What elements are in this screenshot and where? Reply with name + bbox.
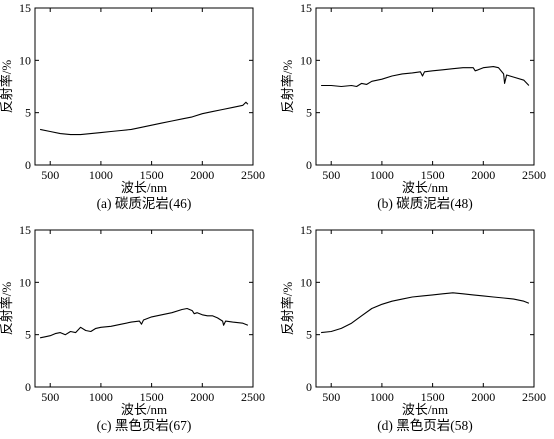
plot-frame: [34, 7, 254, 166]
y-axis-label: 反射率/%: [0, 282, 14, 336]
x-tick-label: 2000: [471, 168, 495, 182]
y-tick-label: 10: [19, 53, 31, 67]
y-tick-label: 0: [306, 158, 312, 172]
y-axis-label: 反射率/%: [0, 60, 14, 114]
plot-frame: [34, 229, 254, 388]
x-axis-label: 波长/nm: [402, 180, 448, 195]
y-tick-label: 5: [25, 106, 31, 120]
chart-panel-2: 500 1000 1500 2000 2500 0 5 10 15 波长/nm 反射率/% (c) 黑…: [0, 223, 265, 433]
y-tick-label: 5: [306, 106, 312, 120]
x-tick-label: 1000: [89, 390, 113, 404]
y-tick-label: 15: [19, 1, 31, 15]
y-tick-label: 0: [25, 158, 31, 172]
x-tick-label: 1500: [421, 168, 445, 182]
x-tick-label: 500: [322, 390, 340, 404]
x-tick-label: 500: [41, 390, 59, 404]
reflectance-series-line: [321, 292, 530, 334]
reflectance-series-line: [39, 101, 249, 136]
reflectance-series-line: [321, 66, 530, 88]
plot-frame: [315, 229, 535, 388]
x-tick-label: 2500: [241, 390, 265, 404]
x-tick-label: 1000: [370, 390, 394, 404]
x-tick-label: 1500: [140, 168, 164, 182]
y-tick-label: 10: [19, 275, 31, 289]
x-tick-label: 1000: [89, 168, 113, 182]
y-tick-label: 15: [300, 223, 312, 237]
x-tick-label: 2500: [241, 168, 265, 182]
chart-caption: (a) 碳质泥岩(46): [97, 196, 192, 211]
x-tick-label: 2500: [522, 168, 546, 182]
chart-panel-3: 500 1000 1500 2000 2500 0 5 10 15 波长/nm 反射率/% (d) 黑…: [280, 223, 546, 433]
x-tick-label: 1500: [421, 390, 445, 404]
plot-frame: [315, 7, 535, 166]
x-tick-label: 500: [322, 168, 340, 182]
chart-panel-1: 500 1000 1500 2000 2500 0 5 10 15 波长/nm 反射率/% (b) 碳…: [280, 1, 546, 211]
x-tick-label: 2000: [190, 168, 214, 182]
y-axis-label: 反射率/%: [280, 282, 295, 336]
x-tick-label: 500: [41, 168, 59, 182]
reflectance-series-line: [39, 307, 249, 339]
chart-panel-0: 500 1000 1500 2000 2500 0 5 10 15 波长/nm 反射率/% (a) 碳…: [0, 1, 265, 211]
x-tick-label: 2000: [190, 390, 214, 404]
chart-caption: (c) 黑色页岩(67): [97, 417, 192, 433]
y-tick-label: 0: [25, 380, 31, 394]
y-tick-label: 5: [25, 328, 31, 342]
y-tick-label: 10: [300, 275, 312, 289]
y-tick-label: 15: [300, 1, 312, 15]
x-tick-label: 1500: [140, 390, 164, 404]
y-tick-label: 15: [19, 223, 31, 237]
x-axis-label: 波长/nm: [402, 402, 448, 417]
x-tick-label: 2500: [522, 390, 546, 404]
x-tick-label: 1000: [370, 168, 394, 182]
x-axis-label: 波长/nm: [121, 180, 167, 195]
y-tick-label: 5: [306, 328, 312, 342]
x-axis-label: 波长/nm: [121, 402, 167, 417]
x-tick-label: 2000: [471, 390, 495, 404]
chart-caption: (d) 黑色页岩(58): [377, 417, 473, 433]
y-tick-label: 10: [300, 53, 312, 67]
y-axis-label: 反射率/%: [280, 60, 295, 114]
chart-caption: (b) 碳质泥岩(48): [377, 196, 473, 211]
y-tick-label: 0: [306, 380, 312, 394]
